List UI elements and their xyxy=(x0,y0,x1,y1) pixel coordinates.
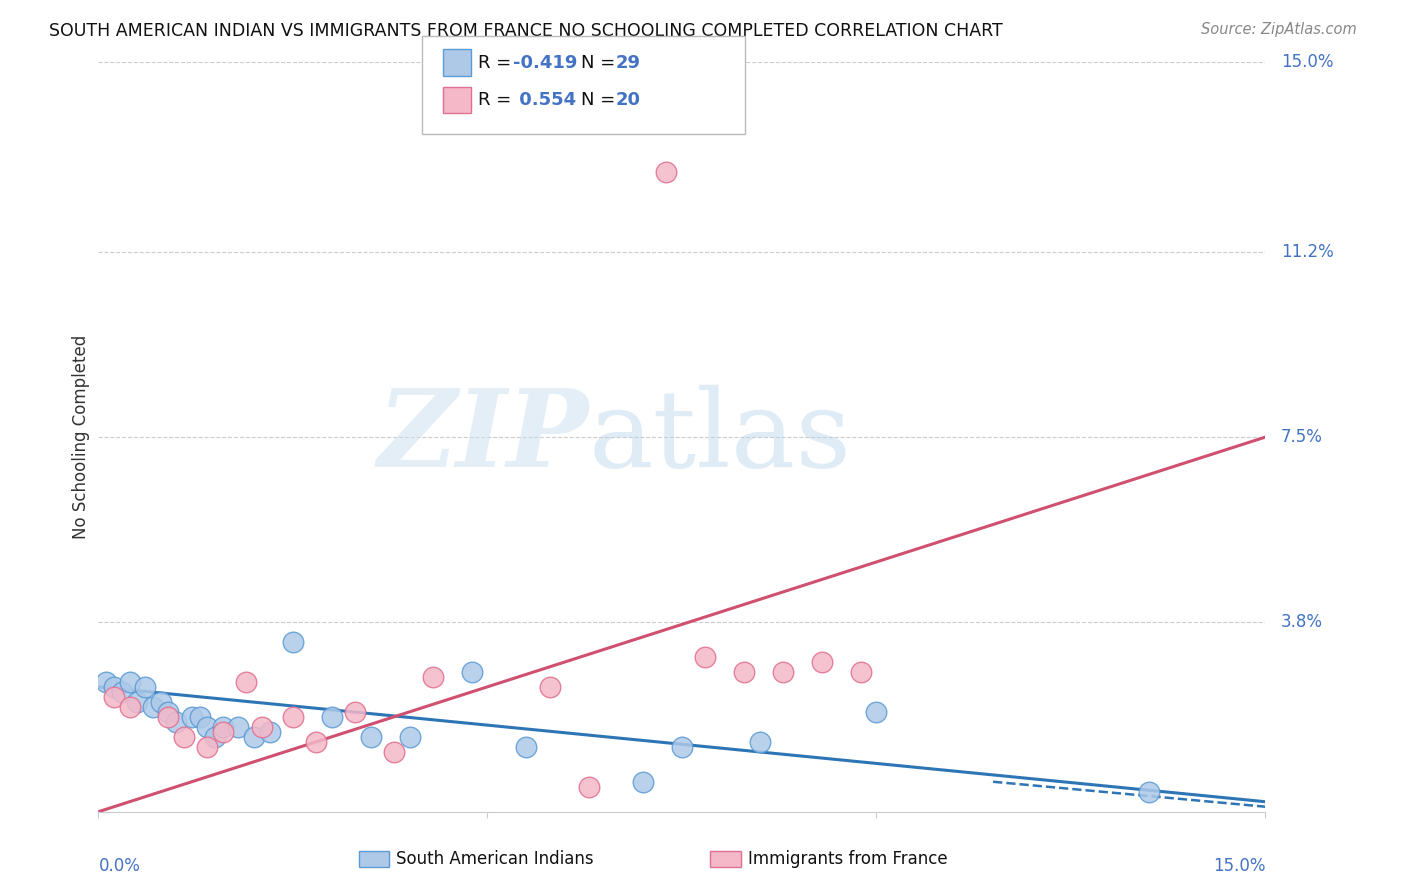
Point xyxy=(360,730,382,744)
Text: 15.0%: 15.0% xyxy=(1213,856,1265,875)
Point xyxy=(188,710,211,724)
Text: 11.2%: 11.2% xyxy=(1281,244,1334,261)
Point xyxy=(165,714,187,729)
Point xyxy=(811,655,834,669)
Point xyxy=(127,695,149,709)
Point xyxy=(118,674,141,689)
Point xyxy=(772,665,794,679)
Text: SOUTH AMERICAN INDIAN VS IMMIGRANTS FROM FRANCE NO SCHOOLING COMPLETED CORRELATI: SOUTH AMERICAN INDIAN VS IMMIGRANTS FROM… xyxy=(49,22,1002,40)
Text: N =: N = xyxy=(581,91,620,109)
Text: 29: 29 xyxy=(616,54,641,72)
Point xyxy=(305,735,328,749)
Point xyxy=(204,730,226,744)
Point xyxy=(96,674,118,689)
Point xyxy=(118,699,141,714)
Point xyxy=(398,730,420,744)
Point xyxy=(538,680,561,694)
Text: 0.554: 0.554 xyxy=(513,91,576,109)
Text: Source: ZipAtlas.com: Source: ZipAtlas.com xyxy=(1201,22,1357,37)
Point xyxy=(228,720,250,734)
Point xyxy=(103,690,125,704)
Point xyxy=(173,730,195,744)
Text: South American Indians: South American Indians xyxy=(396,850,595,868)
Text: atlas: atlas xyxy=(589,384,852,490)
Point xyxy=(103,680,125,694)
Text: -0.419: -0.419 xyxy=(513,54,578,72)
Point xyxy=(243,730,266,744)
Text: ZIP: ZIP xyxy=(377,384,589,490)
Point xyxy=(422,670,444,684)
Point xyxy=(461,665,484,679)
Text: R =: R = xyxy=(478,54,517,72)
Point xyxy=(849,665,872,679)
Point xyxy=(111,685,134,699)
Text: 15.0%: 15.0% xyxy=(1281,54,1333,71)
Point xyxy=(865,705,887,719)
Point xyxy=(157,705,180,719)
Point xyxy=(212,720,235,734)
Point xyxy=(195,739,218,754)
Point xyxy=(281,710,304,724)
Point xyxy=(748,735,770,749)
Point xyxy=(578,780,600,794)
Text: 7.5%: 7.5% xyxy=(1281,428,1323,446)
Text: 3.8%: 3.8% xyxy=(1281,613,1323,631)
Point xyxy=(180,710,202,724)
Text: Immigrants from France: Immigrants from France xyxy=(748,850,948,868)
Point xyxy=(344,705,367,719)
Point xyxy=(321,710,343,724)
Point xyxy=(259,724,281,739)
Point xyxy=(149,695,172,709)
Text: R =: R = xyxy=(478,91,517,109)
Text: 20: 20 xyxy=(616,91,641,109)
Point xyxy=(671,739,693,754)
Point xyxy=(157,710,180,724)
Point xyxy=(631,774,654,789)
Point xyxy=(695,649,717,664)
Point xyxy=(195,720,218,734)
Y-axis label: No Schooling Completed: No Schooling Completed xyxy=(72,335,90,539)
Point xyxy=(134,680,156,694)
Point xyxy=(382,745,405,759)
Point xyxy=(733,665,755,679)
Point xyxy=(281,635,304,649)
Point xyxy=(1137,785,1160,799)
Point xyxy=(655,165,678,179)
Point xyxy=(515,739,537,754)
Point xyxy=(142,699,165,714)
Text: 0.0%: 0.0% xyxy=(98,856,141,875)
Point xyxy=(212,724,235,739)
Point xyxy=(235,674,257,689)
Point xyxy=(250,720,273,734)
Text: N =: N = xyxy=(581,54,620,72)
